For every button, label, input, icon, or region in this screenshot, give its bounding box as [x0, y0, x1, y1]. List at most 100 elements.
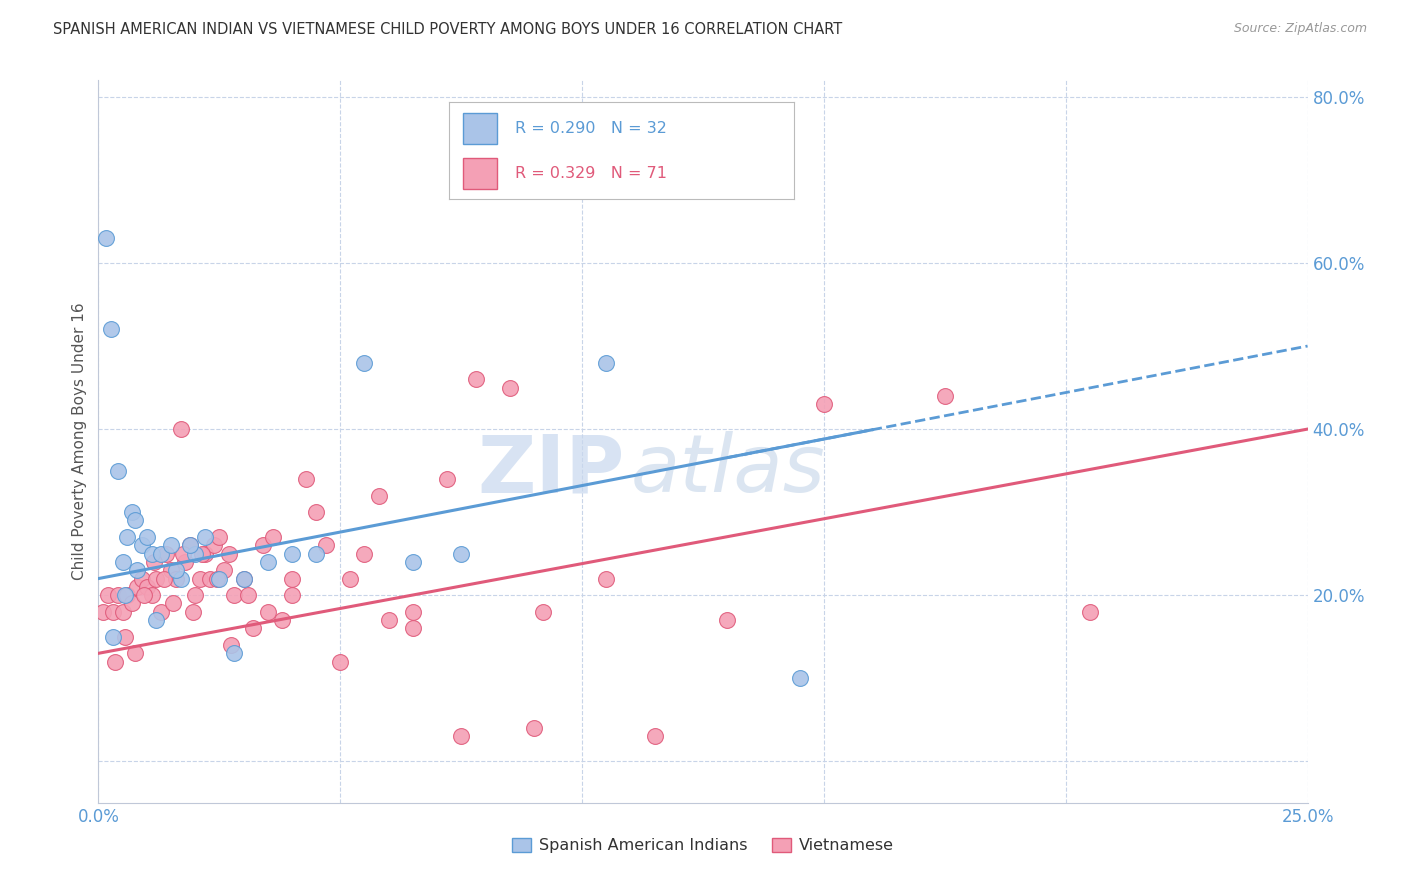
Point [339, 572, 361, 586]
Point [160, 563, 183, 577]
Point [107, 464, 129, 478]
Point [121, 505, 143, 519]
Point [252, 538, 274, 552]
Point [141, 588, 163, 602]
Point [121, 597, 143, 611]
Point [117, 530, 139, 544]
Point [221, 638, 243, 652]
Point [450, 730, 472, 744]
Point [208, 572, 231, 586]
Point [101, 605, 124, 619]
Point [218, 547, 240, 561]
Point [295, 472, 318, 486]
Point [145, 613, 167, 627]
Point [111, 555, 134, 569]
Point [184, 547, 207, 561]
Point [114, 630, 136, 644]
Point [107, 588, 129, 602]
Point [124, 513, 146, 527]
Text: Source: ZipAtlas.com: Source: ZipAtlas.com [1233, 22, 1367, 36]
Point [242, 621, 264, 635]
Point [191, 547, 214, 561]
Point [222, 646, 245, 660]
Point [155, 547, 177, 561]
Point [281, 547, 304, 561]
Point [169, 572, 191, 586]
Point [232, 572, 254, 586]
Text: SPANISH AMERICAN INDIAN VS VIETNAMESE CHILD POVERTY AMONG BOYS UNDER 16 CORRELAT: SPANISH AMERICAN INDIAN VS VIETNAMESE CH… [53, 22, 842, 37]
Point [595, 572, 617, 586]
Point [124, 646, 146, 660]
Point [305, 547, 328, 561]
Point [145, 572, 167, 586]
Point [1078, 605, 1101, 619]
Point [595, 356, 617, 370]
Point [91, 605, 114, 619]
Point [204, 538, 226, 552]
Point [281, 572, 304, 586]
Point [305, 505, 328, 519]
Point [238, 588, 260, 602]
Point [813, 397, 835, 411]
Point [402, 555, 425, 569]
Point [143, 555, 166, 569]
Point [179, 538, 201, 552]
Point [402, 621, 425, 635]
Point [179, 538, 201, 552]
Point [104, 655, 127, 669]
Point [531, 605, 554, 619]
Point [184, 588, 207, 602]
Point [169, 422, 191, 436]
Legend: Spanish American Indians, Vietnamese: Spanish American Indians, Vietnamese [506, 831, 900, 860]
Point [198, 572, 221, 586]
Point [353, 547, 375, 561]
Point [194, 530, 217, 544]
Point [716, 613, 738, 627]
Point [101, 630, 124, 644]
Point [436, 472, 458, 486]
Point [353, 356, 375, 370]
Point [165, 572, 187, 586]
Point [141, 547, 163, 561]
Point [208, 530, 231, 544]
Point [934, 389, 956, 403]
Point [498, 380, 520, 394]
Point [188, 572, 211, 586]
Point [172, 547, 194, 561]
Point [162, 597, 184, 611]
Point [111, 605, 134, 619]
Point [174, 555, 197, 569]
Point [165, 563, 187, 577]
Y-axis label: Child Poverty Among Boys Under 16: Child Poverty Among Boys Under 16 [72, 302, 87, 581]
Point [450, 547, 472, 561]
Text: ZIP: ZIP [477, 432, 624, 509]
Point [212, 563, 235, 577]
Point [523, 721, 546, 735]
Point [100, 322, 122, 336]
Point [135, 530, 157, 544]
Point [377, 613, 399, 627]
Point [789, 671, 811, 685]
Point [464, 372, 486, 386]
Point [97, 588, 120, 602]
Point [194, 547, 217, 561]
Point [256, 605, 278, 619]
Point [256, 555, 278, 569]
Point [94, 231, 117, 245]
Point [152, 572, 174, 586]
Point [281, 588, 304, 602]
Point [160, 538, 183, 552]
Point [131, 572, 153, 586]
Point [232, 572, 254, 586]
Point [114, 588, 136, 602]
Point [127, 563, 149, 577]
Point [368, 489, 391, 503]
Point [135, 580, 157, 594]
Point [329, 655, 352, 669]
Point [150, 547, 173, 561]
Point [402, 605, 425, 619]
Text: atlas: atlas [630, 432, 825, 509]
Point [644, 730, 666, 744]
Point [150, 605, 173, 619]
Point [181, 605, 204, 619]
